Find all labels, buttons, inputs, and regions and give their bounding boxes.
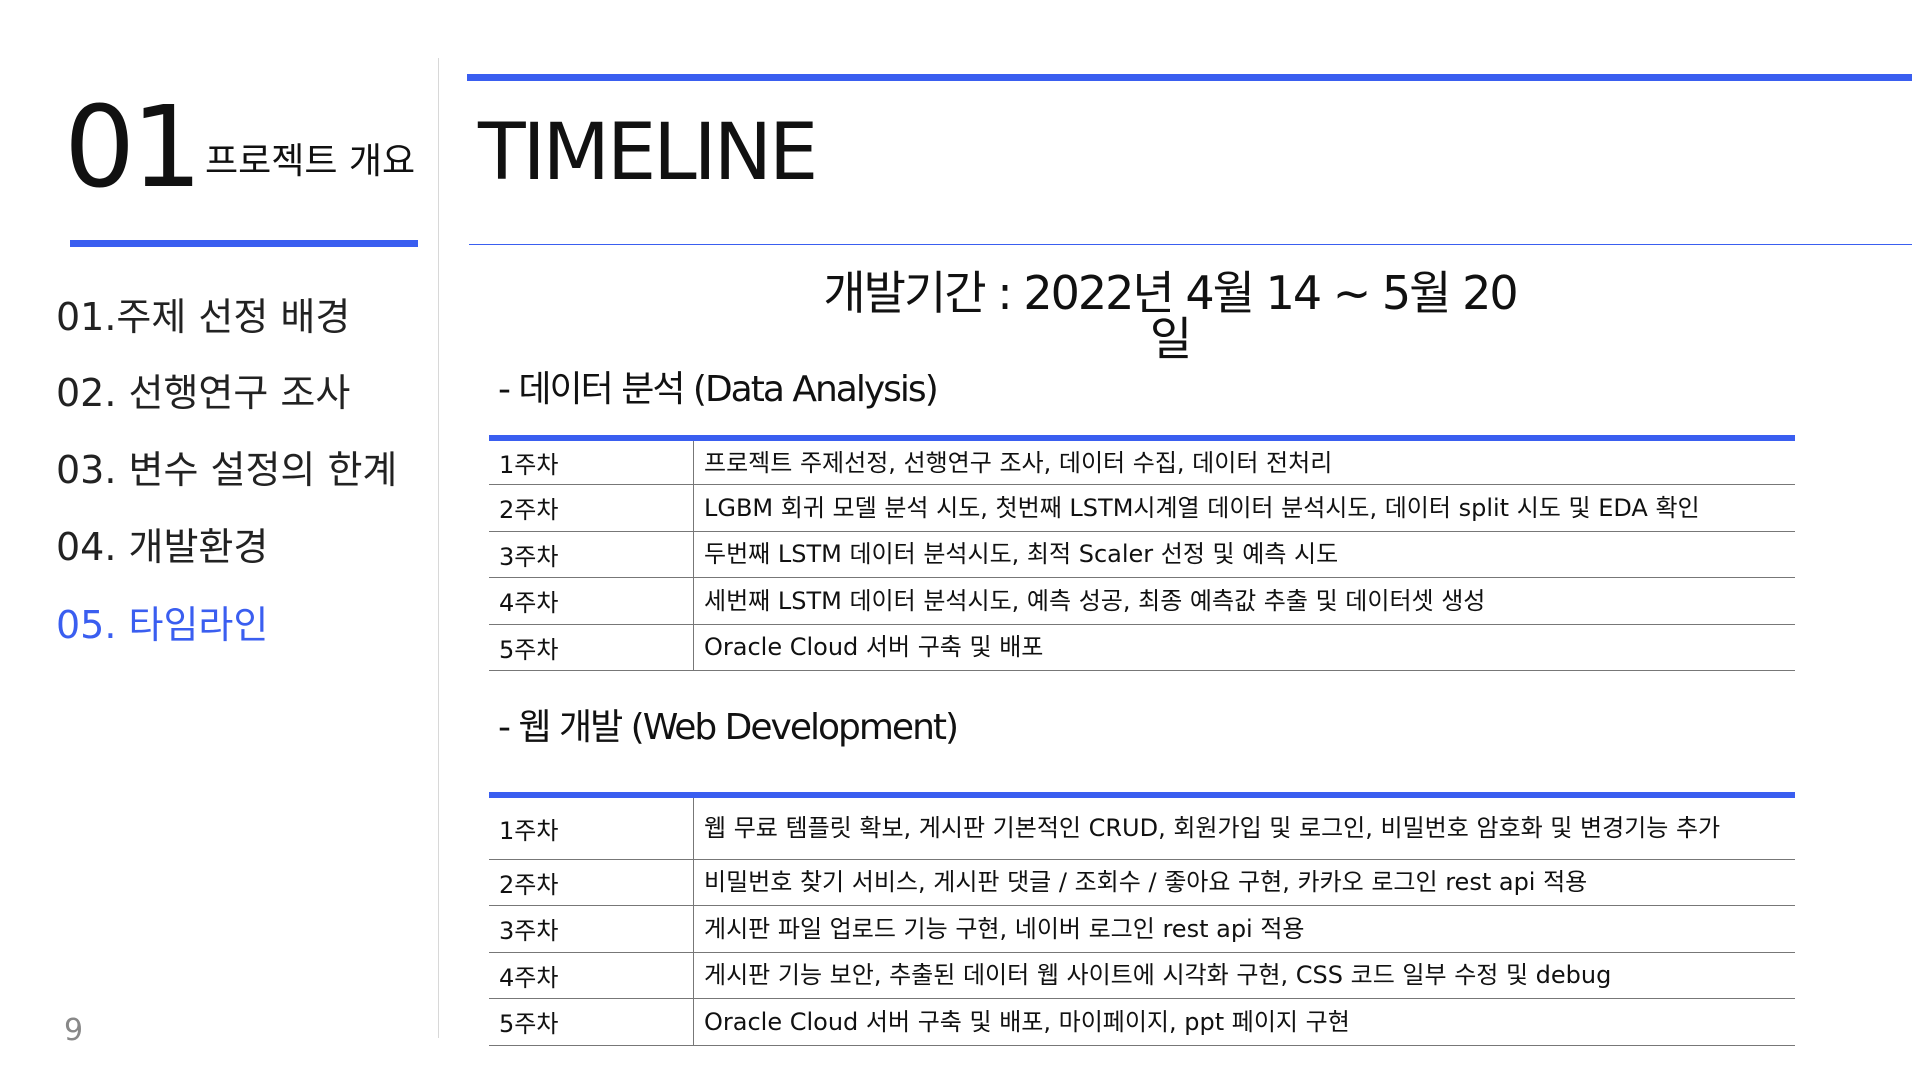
task-cell: 비밀번호 찾기 서비스, 게시판 댓글 / 조회수 / 좋아요 구현, 카카오 … xyxy=(693,859,1795,906)
week-cell: 5주차 xyxy=(489,998,694,1046)
task-cell: Oracle Cloud 서버 구축 및 배포, 마이페이지, ppt 페이지 … xyxy=(693,998,1795,1046)
table-row: 4주차 게시판 기능 보안, 추출된 데이터 웹 사이트에 시각화 구현, CS… xyxy=(489,952,1795,999)
table-row: 2주차 비밀번호 찾기 서비스, 게시판 댓글 / 조회수 / 좋아요 구현, … xyxy=(489,859,1795,906)
task-cell: Oracle Cloud 서버 구축 및 배포 xyxy=(693,624,1795,671)
nav-item-variable-limits[interactable]: 03. 변수 설정의 한계 xyxy=(56,448,398,492)
web-development-heading: - 웹 개발 (Web Development) xyxy=(498,707,959,748)
nav-item-timeline[interactable]: 05. 타임라인 xyxy=(56,603,269,647)
development-period: 개발기간 : 2022년 4월 14 ~ 5월 20일 xyxy=(823,266,1518,366)
table-row: 3주차 두번째 LSTM 데이터 분석시도, 최적 Scaler 선정 및 예측… xyxy=(489,531,1795,578)
page-title: TIMELINE xyxy=(478,108,818,198)
web-development-table: 1주차 웹 무료 템플릿 확보, 게시판 기본적인 CRUD, 회원가입 및 로… xyxy=(489,792,1795,1046)
table-row: 1주차 웹 무료 템플릿 확보, 게시판 기본적인 CRUD, 회원가입 및 로… xyxy=(489,795,1795,860)
week-cell: 3주차 xyxy=(489,905,694,953)
week-cell: 2주차 xyxy=(489,859,694,906)
task-cell: 프로젝트 주제선정, 선행연구 조사, 데이터 수집, 데이터 전처리 xyxy=(693,438,1795,485)
section-underline xyxy=(70,240,418,247)
table-row: 2주차 LGBM 회귀 모델 분석 시도, 첫번째 LSTM시계열 데이터 분석… xyxy=(489,484,1795,532)
top-accent-rule xyxy=(467,74,1912,81)
week-cell: 1주차 xyxy=(489,438,694,485)
nav-item-prior-research[interactable]: 02. 선행연구 조사 xyxy=(56,371,351,415)
week-cell: 4주차 xyxy=(489,577,694,625)
table-row: 3주차 게시판 파일 업로드 기능 구현, 네이버 로그인 rest api 적… xyxy=(489,905,1795,953)
task-cell: 웹 무료 템플릿 확보, 게시판 기본적인 CRUD, 회원가입 및 로그인, … xyxy=(693,795,1795,860)
task-cell: 게시판 기능 보안, 추출된 데이터 웹 사이트에 시각화 구현, CSS 코드… xyxy=(693,952,1795,999)
week-cell: 1주차 xyxy=(489,795,694,860)
week-cell: 2주차 xyxy=(489,484,694,532)
data-analysis-heading: - 데이터 분석 (Data Analysis) xyxy=(498,369,939,410)
week-cell: 3주차 xyxy=(489,531,694,578)
section-number: 01 xyxy=(64,83,203,213)
table-row: 1주차 프로젝트 주제선정, 선행연구 조사, 데이터 수집, 데이터 전처리 xyxy=(489,438,1795,485)
nav-item-dev-environment[interactable]: 04. 개발환경 xyxy=(56,525,269,569)
table-row: 4주차 세번째 LSTM 데이터 분석시도, 예측 성공, 최종 예측값 추출 … xyxy=(489,577,1795,625)
title-rule xyxy=(469,244,1912,245)
section-title: 프로젝트 개요 xyxy=(205,141,416,182)
task-cell: 두번째 LSTM 데이터 분석시도, 최적 Scaler 선정 및 예측 시도 xyxy=(693,531,1795,578)
task-cell: 세번째 LSTM 데이터 분석시도, 예측 성공, 최종 예측값 추출 및 데이… xyxy=(693,577,1795,625)
page-number: 9 xyxy=(64,1013,84,1048)
vertical-divider xyxy=(438,58,439,1038)
table-row: 5주차 Oracle Cloud 서버 구축 및 배포, 마이페이지, ppt … xyxy=(489,998,1795,1046)
week-cell: 5주차 xyxy=(489,624,694,671)
task-cell: 게시판 파일 업로드 기능 구현, 네이버 로그인 rest api 적용 xyxy=(693,905,1795,953)
data-analysis-table: 1주차 프로젝트 주제선정, 선행연구 조사, 데이터 수집, 데이터 전처리 … xyxy=(489,435,1795,671)
table-row: 5주차 Oracle Cloud 서버 구축 및 배포 xyxy=(489,624,1795,671)
week-cell: 4주차 xyxy=(489,952,694,999)
task-cell: LGBM 회귀 모델 분석 시도, 첫번째 LSTM시계열 데이터 분석시도, … xyxy=(693,484,1795,532)
nav-item-topic-background[interactable]: 01.주제 선정 배경 xyxy=(56,295,351,339)
